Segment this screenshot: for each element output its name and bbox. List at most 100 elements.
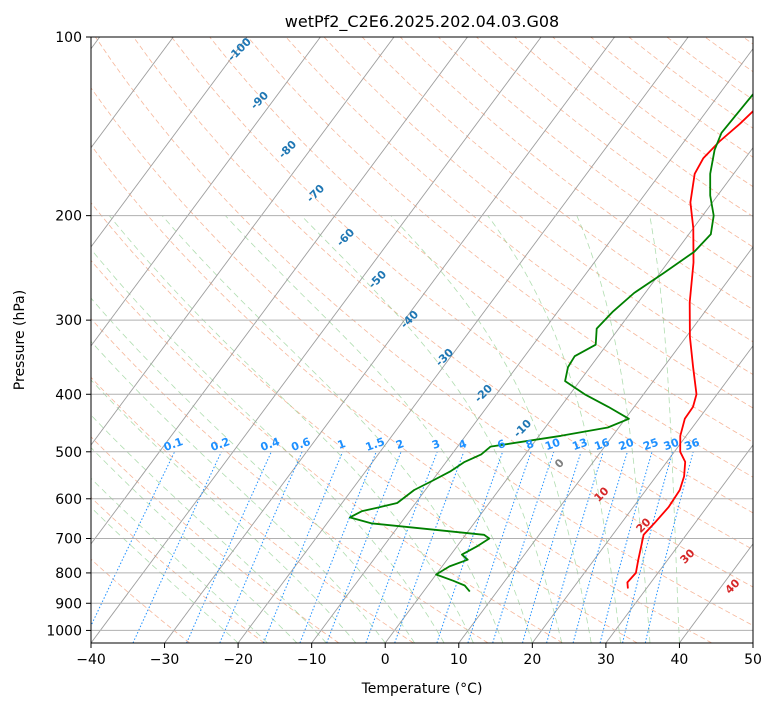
x-tick-label: 0 <box>381 652 390 668</box>
dry-adiabat-label: -60 <box>334 226 357 249</box>
mixing-ratio-label: 3 <box>430 437 442 452</box>
y-tick-label: 700 <box>55 532 82 548</box>
moist-adiabat-line <box>391 216 591 643</box>
dry-adiabat-line <box>743 37 775 643</box>
mixing-ratio-label: 36 <box>683 436 702 454</box>
x-tick-label: −30 <box>150 652 180 668</box>
x-tick-label: −40 <box>76 652 106 668</box>
dry-adiabat-line <box>0 37 264 643</box>
mixing-ratio-label: 0.6 <box>290 435 313 454</box>
dry-adiabat-label: -50 <box>366 268 389 291</box>
moist-adiabat-label: 10 <box>592 484 612 504</box>
moist-adiabat-line <box>0 216 356 643</box>
mixing-ratio-label: 0.4 <box>259 435 282 454</box>
x-tick-label: 20 <box>523 652 541 668</box>
y-tick-label: 1000 <box>46 623 82 639</box>
y-tick-label: 500 <box>55 445 82 461</box>
moist-adiabat-line <box>0 216 238 643</box>
dry-adiabat-line <box>57 37 775 643</box>
isotherm-line <box>385 37 775 643</box>
dry-adiabat-line <box>705 37 775 643</box>
dry-adiabat-line <box>400 37 775 643</box>
moist-adiabat-line <box>109 216 473 643</box>
isotherm-line <box>532 37 775 643</box>
dry-adiabat-line <box>0 37 413 643</box>
mixing-ratio-line <box>300 452 376 643</box>
isotherm-line <box>238 37 688 643</box>
mixing-ratio-line <box>468 452 531 643</box>
dry-adiabat-label: -20 <box>472 382 495 405</box>
mixing-ratio-line <box>600 452 652 643</box>
dry-adiabat-line <box>553 37 775 643</box>
mixing-ratio-label: 1.5 <box>364 435 387 454</box>
mixing-ratio-line <box>573 452 627 643</box>
moist-adiabat-line <box>26 216 415 643</box>
mixing-ratio-label: 13 <box>570 436 589 453</box>
y-tick-label: 600 <box>55 492 82 508</box>
moist-adiabat-line <box>64 216 444 643</box>
mixing-ratio-line <box>133 452 221 643</box>
isotherm-line <box>165 37 615 643</box>
x-tick-label: 50 <box>744 652 762 668</box>
mixing-ratio-label: 25 <box>641 436 660 453</box>
mixing-ratio-line <box>623 452 673 643</box>
plot-frame <box>91 37 753 643</box>
x-tick-label: −20 <box>223 652 253 668</box>
moist-adiabat-label: 40 <box>723 576 743 596</box>
dry-adiabat-line <box>286 37 775 643</box>
isotherm-line <box>459 37 775 643</box>
mixing-ratio-line <box>264 452 343 643</box>
grid <box>0 37 775 643</box>
mixing-ratio-label: 4 <box>457 437 469 452</box>
y-tick-label: 900 <box>55 596 82 612</box>
chart-title: wetPf2_C2E6.2025.202.04.03.G08 <box>285 12 559 32</box>
x-tick-label: 30 <box>597 652 615 668</box>
dry-adiabat-label: -100 <box>225 35 254 64</box>
dry-adiabat-line <box>362 37 775 643</box>
moist-adiabat-line <box>0 216 297 643</box>
mixing-ratio-label: 0.2 <box>209 435 232 454</box>
moist-adiabat-label: 0 <box>552 456 567 471</box>
y-axis-label: Pressure (hPa) <box>12 290 28 390</box>
mixing-ratio-label: 30 <box>662 436 681 454</box>
moist-adiabat-label: 30 <box>678 546 698 566</box>
x-tick-label: 40 <box>671 652 689 668</box>
mixing-ratio-label: 16 <box>593 436 612 454</box>
y-tick-label: 200 <box>55 209 82 225</box>
mixing-ratio-line <box>437 452 503 643</box>
isotherm-line <box>0 37 247 643</box>
dry-adiabat-line <box>0 37 563 643</box>
y-tick-label: 300 <box>55 313 82 329</box>
mixing-ratio-line <box>187 452 272 643</box>
x-tick-label: −10 <box>297 652 327 668</box>
x-axis-label: Temperature (°C) <box>361 681 483 697</box>
background-lines <box>0 37 775 643</box>
x-tick-label: 10 <box>450 652 468 668</box>
isotherm-line <box>91 37 541 643</box>
mixing-ratio-label: 1 <box>336 437 348 452</box>
moist-adiabat-line <box>0 216 326 643</box>
mixing-ratio-line <box>395 452 464 643</box>
mixing-ratio-line <box>547 452 604 643</box>
y-tick-label: 100 <box>55 30 82 46</box>
dry-adiabat-label: -90 <box>248 89 271 112</box>
dry-adiabat-label: -40 <box>398 308 421 331</box>
isotherm-line <box>0 37 320 643</box>
mixing-ratio-label: 20 <box>617 436 636 454</box>
isotherm-line <box>753 37 775 643</box>
isotherm-line <box>17 37 467 643</box>
dry-adiabat-line <box>134 37 775 643</box>
mixing-ratio-line <box>83 452 175 643</box>
dry-adiabat-label: -80 <box>276 138 299 161</box>
dry-adiabat-label: -30 <box>433 346 456 369</box>
mixing-ratio-label: 0.1 <box>162 435 185 454</box>
isotherm-line <box>0 37 394 643</box>
moist-adiabat-line <box>0 216 268 643</box>
mixing-ratio-label: 2 <box>394 437 406 452</box>
mixing-ratio-line <box>220 452 302 643</box>
y-tick-label: 400 <box>55 387 82 403</box>
y-tick-label: 800 <box>55 566 82 582</box>
dry-adiabat-label: -70 <box>304 182 327 205</box>
